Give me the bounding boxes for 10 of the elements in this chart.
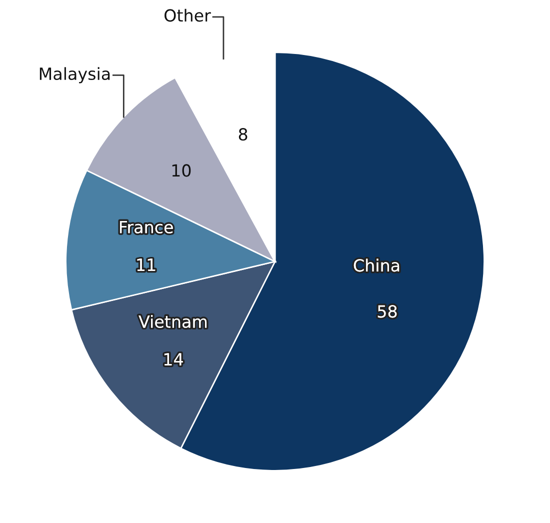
data-label: 8 (238, 128, 248, 141)
data-label: 11 (137, 258, 156, 271)
slice-label: Other (164, 8, 211, 22)
data-label: 10 (172, 164, 191, 177)
slice-label: Vietnam (138, 315, 207, 328)
slice-label: France (120, 221, 173, 234)
data-label: 58 (378, 305, 397, 318)
slice-label: China (354, 258, 400, 272)
slice-label: Malaysia (40, 67, 110, 84)
data-label: 14 (164, 353, 183, 366)
